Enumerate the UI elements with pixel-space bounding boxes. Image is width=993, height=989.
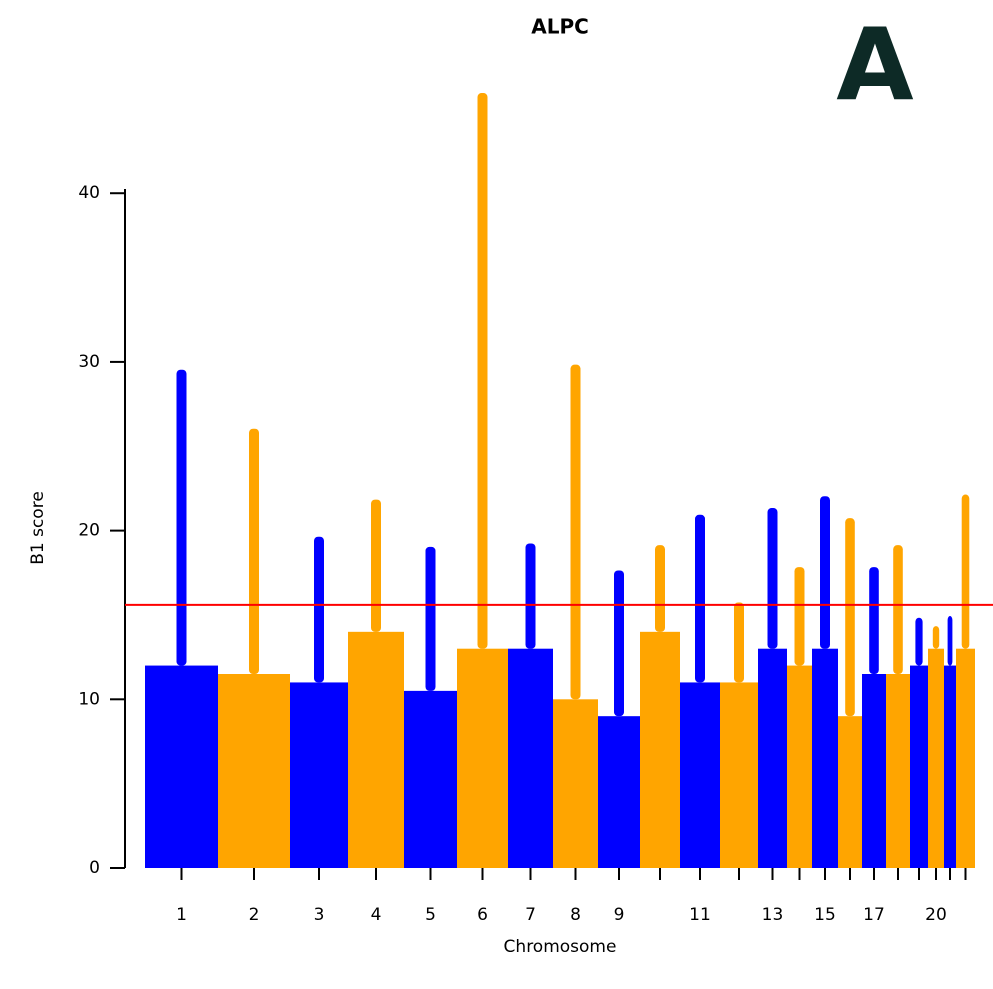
chromosome-fill	[290, 682, 348, 868]
chromosome-fill	[404, 690, 457, 868]
peak-column	[371, 499, 381, 632]
chromosome-fill	[598, 716, 640, 868]
chromosome-fill	[886, 674, 910, 868]
peak-column	[425, 546, 436, 691]
x-tick-label: 2	[249, 905, 260, 925]
chromosome-fill	[457, 648, 508, 868]
x-tick-label: 17	[863, 905, 885, 925]
x-tick-label: 15	[814, 905, 836, 925]
chromosome-fill	[720, 682, 758, 868]
x-tick-label: 5	[425, 905, 436, 925]
x-tick-label: 4	[371, 905, 382, 925]
chromosome-fill	[680, 682, 720, 868]
chromosome-fill	[944, 665, 956, 868]
y-tick-label: 0	[89, 858, 100, 878]
peak-column	[695, 514, 705, 683]
chromosome-fill	[218, 674, 290, 868]
x-tick-label: 13	[762, 905, 784, 925]
x-axis-label: Chromosome	[504, 937, 617, 957]
x-tick-label: 3	[314, 905, 325, 925]
x-tick-label: 6	[477, 905, 488, 925]
chromosome-fill	[928, 648, 944, 868]
chromosome-fill	[910, 665, 928, 868]
y-tick-label: 10	[78, 689, 100, 709]
x-tick-label: 7	[525, 905, 536, 925]
chromosome-fill	[862, 674, 886, 868]
peak-column	[820, 496, 830, 649]
peak-column	[655, 545, 665, 632]
peak-column	[767, 508, 778, 649]
y-tick-label: 30	[78, 352, 100, 372]
chromosome-fill	[508, 648, 553, 868]
peak-column	[614, 570, 624, 717]
chromosome-fill	[348, 631, 404, 868]
x-tick-label: 20	[925, 905, 947, 925]
peak-column	[176, 369, 187, 666]
y-tick-label: 40	[78, 183, 100, 203]
chromosome-fill	[758, 648, 787, 868]
y-tick-label: 20	[78, 521, 100, 541]
panel-label: A	[836, 6, 913, 123]
chromosome-fill	[956, 648, 975, 868]
peak-column	[869, 567, 879, 674]
peak-column	[570, 364, 581, 700]
peak-column	[845, 518, 855, 717]
chromosome-fill	[838, 716, 862, 868]
chart-title: ALPC	[531, 15, 589, 39]
x-tick-label: 1	[176, 905, 187, 925]
x-tick-label: 9	[614, 905, 625, 925]
x-tick-label: 11	[689, 905, 711, 925]
chromosome-fill	[553, 699, 598, 868]
peak-column	[477, 93, 488, 649]
peak-column	[525, 543, 536, 649]
chromosome-fill	[812, 648, 838, 868]
x-tick-label: 8	[570, 905, 581, 925]
y-axis-label: B1 score	[28, 491, 48, 565]
peak-column	[249, 428, 259, 674]
chromosome-fill	[640, 631, 680, 868]
chromosome-fill	[145, 665, 218, 868]
peak-column	[961, 494, 970, 649]
peak-column	[947, 616, 953, 666]
chromosome-fill	[787, 665, 812, 868]
peak-column	[794, 567, 805, 666]
peak-column	[915, 617, 923, 666]
peak-column	[932, 626, 940, 649]
peak-column	[734, 602, 744, 683]
peak-column	[314, 536, 324, 683]
peak-column	[893, 545, 903, 674]
